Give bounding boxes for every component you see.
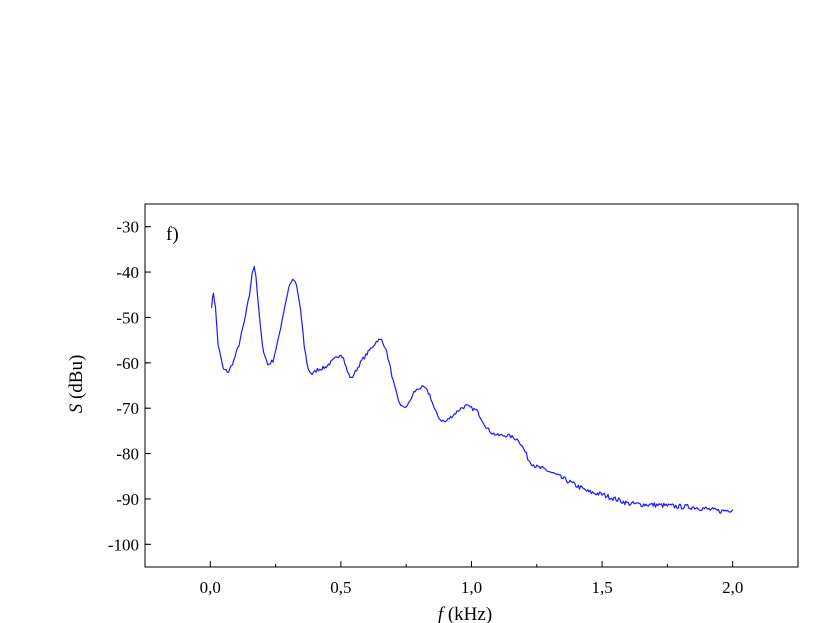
y-tick-label: -50 [116,308,139,327]
x-tick-label: 0,0 [200,578,221,597]
x-tick-label: 1,0 [461,578,482,597]
series-line [211,265,734,514]
y-tick-label: -30 [116,218,139,237]
x-tick-label: 1,5 [591,578,612,597]
x-tick-label: 0,5 [330,578,351,597]
y-axis-label: S (dBu) [66,355,87,414]
y-tick-label: -80 [116,445,139,464]
y-tick-label: -70 [116,399,139,418]
x-tick-label: 2,0 [722,578,743,597]
x-axis: 0,0 0,5 1,0 1,5 2,0 [144,561,799,597]
x-axis-label: f (kHz) [438,604,492,623]
plot-frame [144,203,799,568]
y-tick-label: -100 [108,535,139,554]
panel-label: f) [166,224,179,245]
y-tick-label: -60 [116,354,139,373]
y-tick-label: -90 [116,490,139,509]
y-tick-label: -40 [116,263,139,282]
y-axis: -30 -40 -50 -60 -70 -80 -90 -100 [108,218,151,554]
